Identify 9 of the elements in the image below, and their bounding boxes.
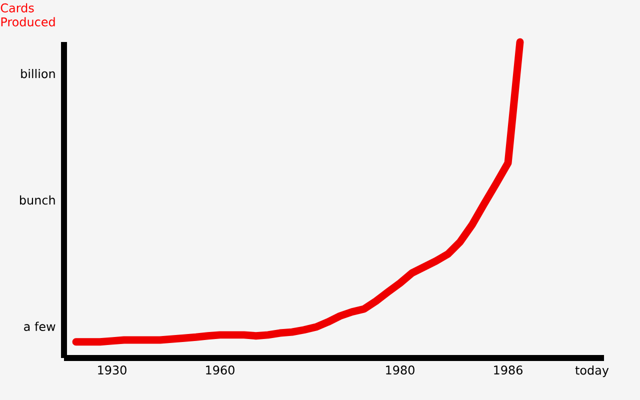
text: a few	[24, 322, 56, 332]
text: billion	[21, 68, 55, 78]
x-tick-label: 1986	[494, 366, 522, 375]
x-tick-label: today	[575, 366, 609, 378]
text: bunch	[20, 195, 55, 205]
y-axis-title: Cards Produced	[0, 3, 55, 26]
x-tick-label: 1930	[98, 366, 126, 375]
x-tick-label: 1980	[386, 366, 414, 375]
x-tick-label: 1960	[206, 366, 234, 375]
